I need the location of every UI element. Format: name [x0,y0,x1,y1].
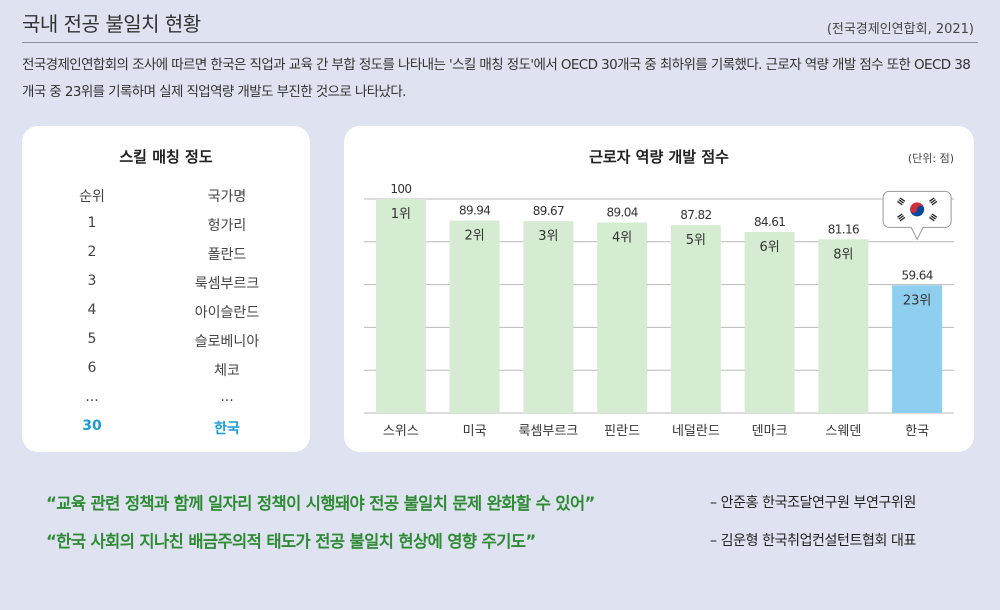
country-cell: ... [220,389,234,405]
tick-label: 덴마크 [752,424,788,439]
data-label: 84.61 [754,215,785,229]
bar [449,220,500,413]
country-cell: 룩셈부르크 [194,276,260,292]
data-label: 87.82 [680,208,711,222]
tick-label: 스위스 [383,424,419,439]
rank-label: 23위 [903,293,932,308]
rank-table: 순위 국가명 1 헝가리 2 폴란드 3 룩셈부르크 4 아이슬란드 5 슬로베… [22,184,310,445]
country-cell: 체코 [214,363,240,379]
country-cell: 폴란드 [207,247,247,263]
rank-cell: 2 [87,244,97,260]
bar [523,221,574,413]
rank-cell: 6 [87,360,97,376]
unit-label: (단위: 점) [907,152,954,165]
rank-label: 1위 [391,207,411,222]
country-cell: 슬로베니아 [194,334,260,350]
country-cell: 한국 [214,421,240,437]
country-cell: 아이슬란드 [194,305,260,321]
intro-paragraph: 전국경제인연합회의 조사에 따르면 한국은 직업과 교육 간 부합 정도를 나타… [22,57,971,100]
bar [375,199,426,413]
table-row: 4 아이슬란드 [22,300,310,329]
quote-attribution: – 안준홍 한국조달연구원 부연구위원 [710,495,916,511]
bar [744,231,795,413]
tick-label: 네덜란드 [672,424,720,439]
bar [670,225,721,413]
tick-label: 룩셈부르크 [518,424,578,439]
bar [892,285,943,413]
korea-flag-icon [897,197,938,222]
quote-text: “교육 관련 정책과 함께 일자리 정책이 시행돼야 전공 불일치 문제 완화할… [46,494,595,513]
table-row: 5 슬로베니아 [22,329,310,358]
data-label: 89.04 [606,205,637,219]
rank-label: 4위 [612,230,632,245]
table-row: 3 룩셈부르크 [22,271,310,300]
tick-label: 스웨덴 [825,424,861,439]
data-label: 89.67 [533,204,564,218]
tick-label: 미국 [463,424,487,439]
source-label: (전국경제인연합회, 2021) [826,22,974,37]
rank-cell: 3 [87,273,97,289]
rank-cell: 5 [87,331,97,347]
data-label: 100 [390,182,411,196]
country-cell: 헝가리 [207,218,247,234]
rank-column-header: 순위 [79,189,105,205]
bar [597,222,648,413]
table-row-korea: 30 한국 [22,416,310,445]
header-divider [22,42,978,43]
chart-title: 근로자 역량 개발 점수 [589,148,729,166]
country-column-header: 국가명 [207,189,247,205]
rank-label: 8위 [833,247,853,262]
skill-matching-panel: 스킬 매칭 정도 순위 국가명 1 헝가리 2 폴란드 3 룩셈부르크 4 아이… [22,126,310,452]
quote-attribution: – 김운형 한국취업컨설턴트협회 대표 [710,533,916,549]
tick-label: 핀란드 [604,424,640,439]
rank-label: 5위 [686,233,706,248]
table-row-ellipsis: ... ... [22,387,310,416]
bar [818,239,869,413]
data-label: 89.94 [459,204,490,218]
skill-panel-title: 스킬 매칭 정도 [119,148,213,166]
quote-text: “한국 사회의 지나친 배금주의적 태도가 전공 불일치 현상에 영향 주기도” [46,532,536,551]
rank-cell: 1 [87,215,97,231]
rank-cell: 4 [87,302,97,318]
rank-cell: 30 [82,418,102,434]
tick-label: 한국 [905,424,929,439]
page-title: 국내 전공 불일치 현황 [22,12,201,36]
rank-cell: ... [85,389,99,405]
data-label: 59.64 [901,268,932,282]
rank-table-header: 순위 국가명 [22,184,310,213]
table-row: 1 헝가리 [22,213,310,242]
rank-label: 2위 [465,229,485,244]
rank-label: 6위 [760,240,780,255]
table-row: 2 폴란드 [22,242,310,271]
rank-label: 3위 [538,229,558,244]
table-row: 6 체코 [22,358,310,387]
data-label: 81.16 [828,222,859,236]
